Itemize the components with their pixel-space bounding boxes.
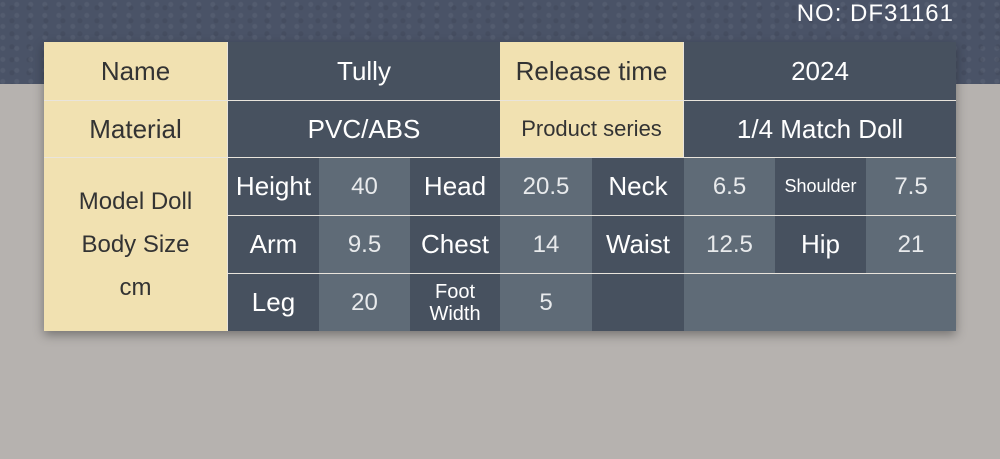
body-size-line1: Model Doll — [78, 188, 193, 215]
measure-label: Chest — [410, 216, 500, 273]
name-value: Tully — [228, 42, 500, 100]
measure-label: Foot Width — [410, 274, 500, 331]
measure-value: 9.5 — [319, 216, 410, 273]
measure-value: 6.5 — [684, 158, 775, 215]
measure-label: Arm — [228, 216, 319, 273]
measure-label: Shoulder — [775, 158, 866, 215]
product-number: NO: DF31161 — [796, 0, 954, 27]
measure-value: 21 — [866, 216, 956, 273]
release-label: Release time — [500, 42, 683, 100]
measure-value: 20 — [319, 274, 410, 331]
body-size-line3: cm — [119, 274, 152, 301]
material-value: PVC/ABS — [228, 101, 500, 157]
empty-cell — [592, 274, 684, 331]
measure-value: 20.5 — [500, 158, 592, 215]
measure-label: Leg — [228, 274, 319, 331]
measure-label: Height — [228, 158, 319, 215]
series-value: 1/4 Match Doll — [684, 101, 956, 157]
material-label: Material — [44, 101, 227, 157]
measure-value: 12.5 — [684, 216, 775, 273]
measure-value: 40 — [319, 158, 410, 215]
series-label: Product series — [500, 101, 683, 157]
measure-label: Head — [410, 158, 500, 215]
measure-label: Hip — [775, 216, 866, 273]
measure-label: Waist — [592, 216, 684, 273]
body-size-line2: Body Size — [81, 231, 190, 258]
measure-value: 7.5 — [866, 158, 956, 215]
spec-table: Name Tully Release time 2024 Material PV… — [44, 42, 956, 331]
empty-cell — [684, 274, 956, 331]
measure-value: 14 — [500, 216, 592, 273]
release-value: 2024 — [684, 42, 956, 100]
measure-value: 5 — [500, 274, 592, 331]
name-label: Name — [44, 42, 227, 100]
measure-label: Neck — [592, 158, 684, 215]
body-size-label: Model Doll Body Size cm — [44, 158, 227, 331]
